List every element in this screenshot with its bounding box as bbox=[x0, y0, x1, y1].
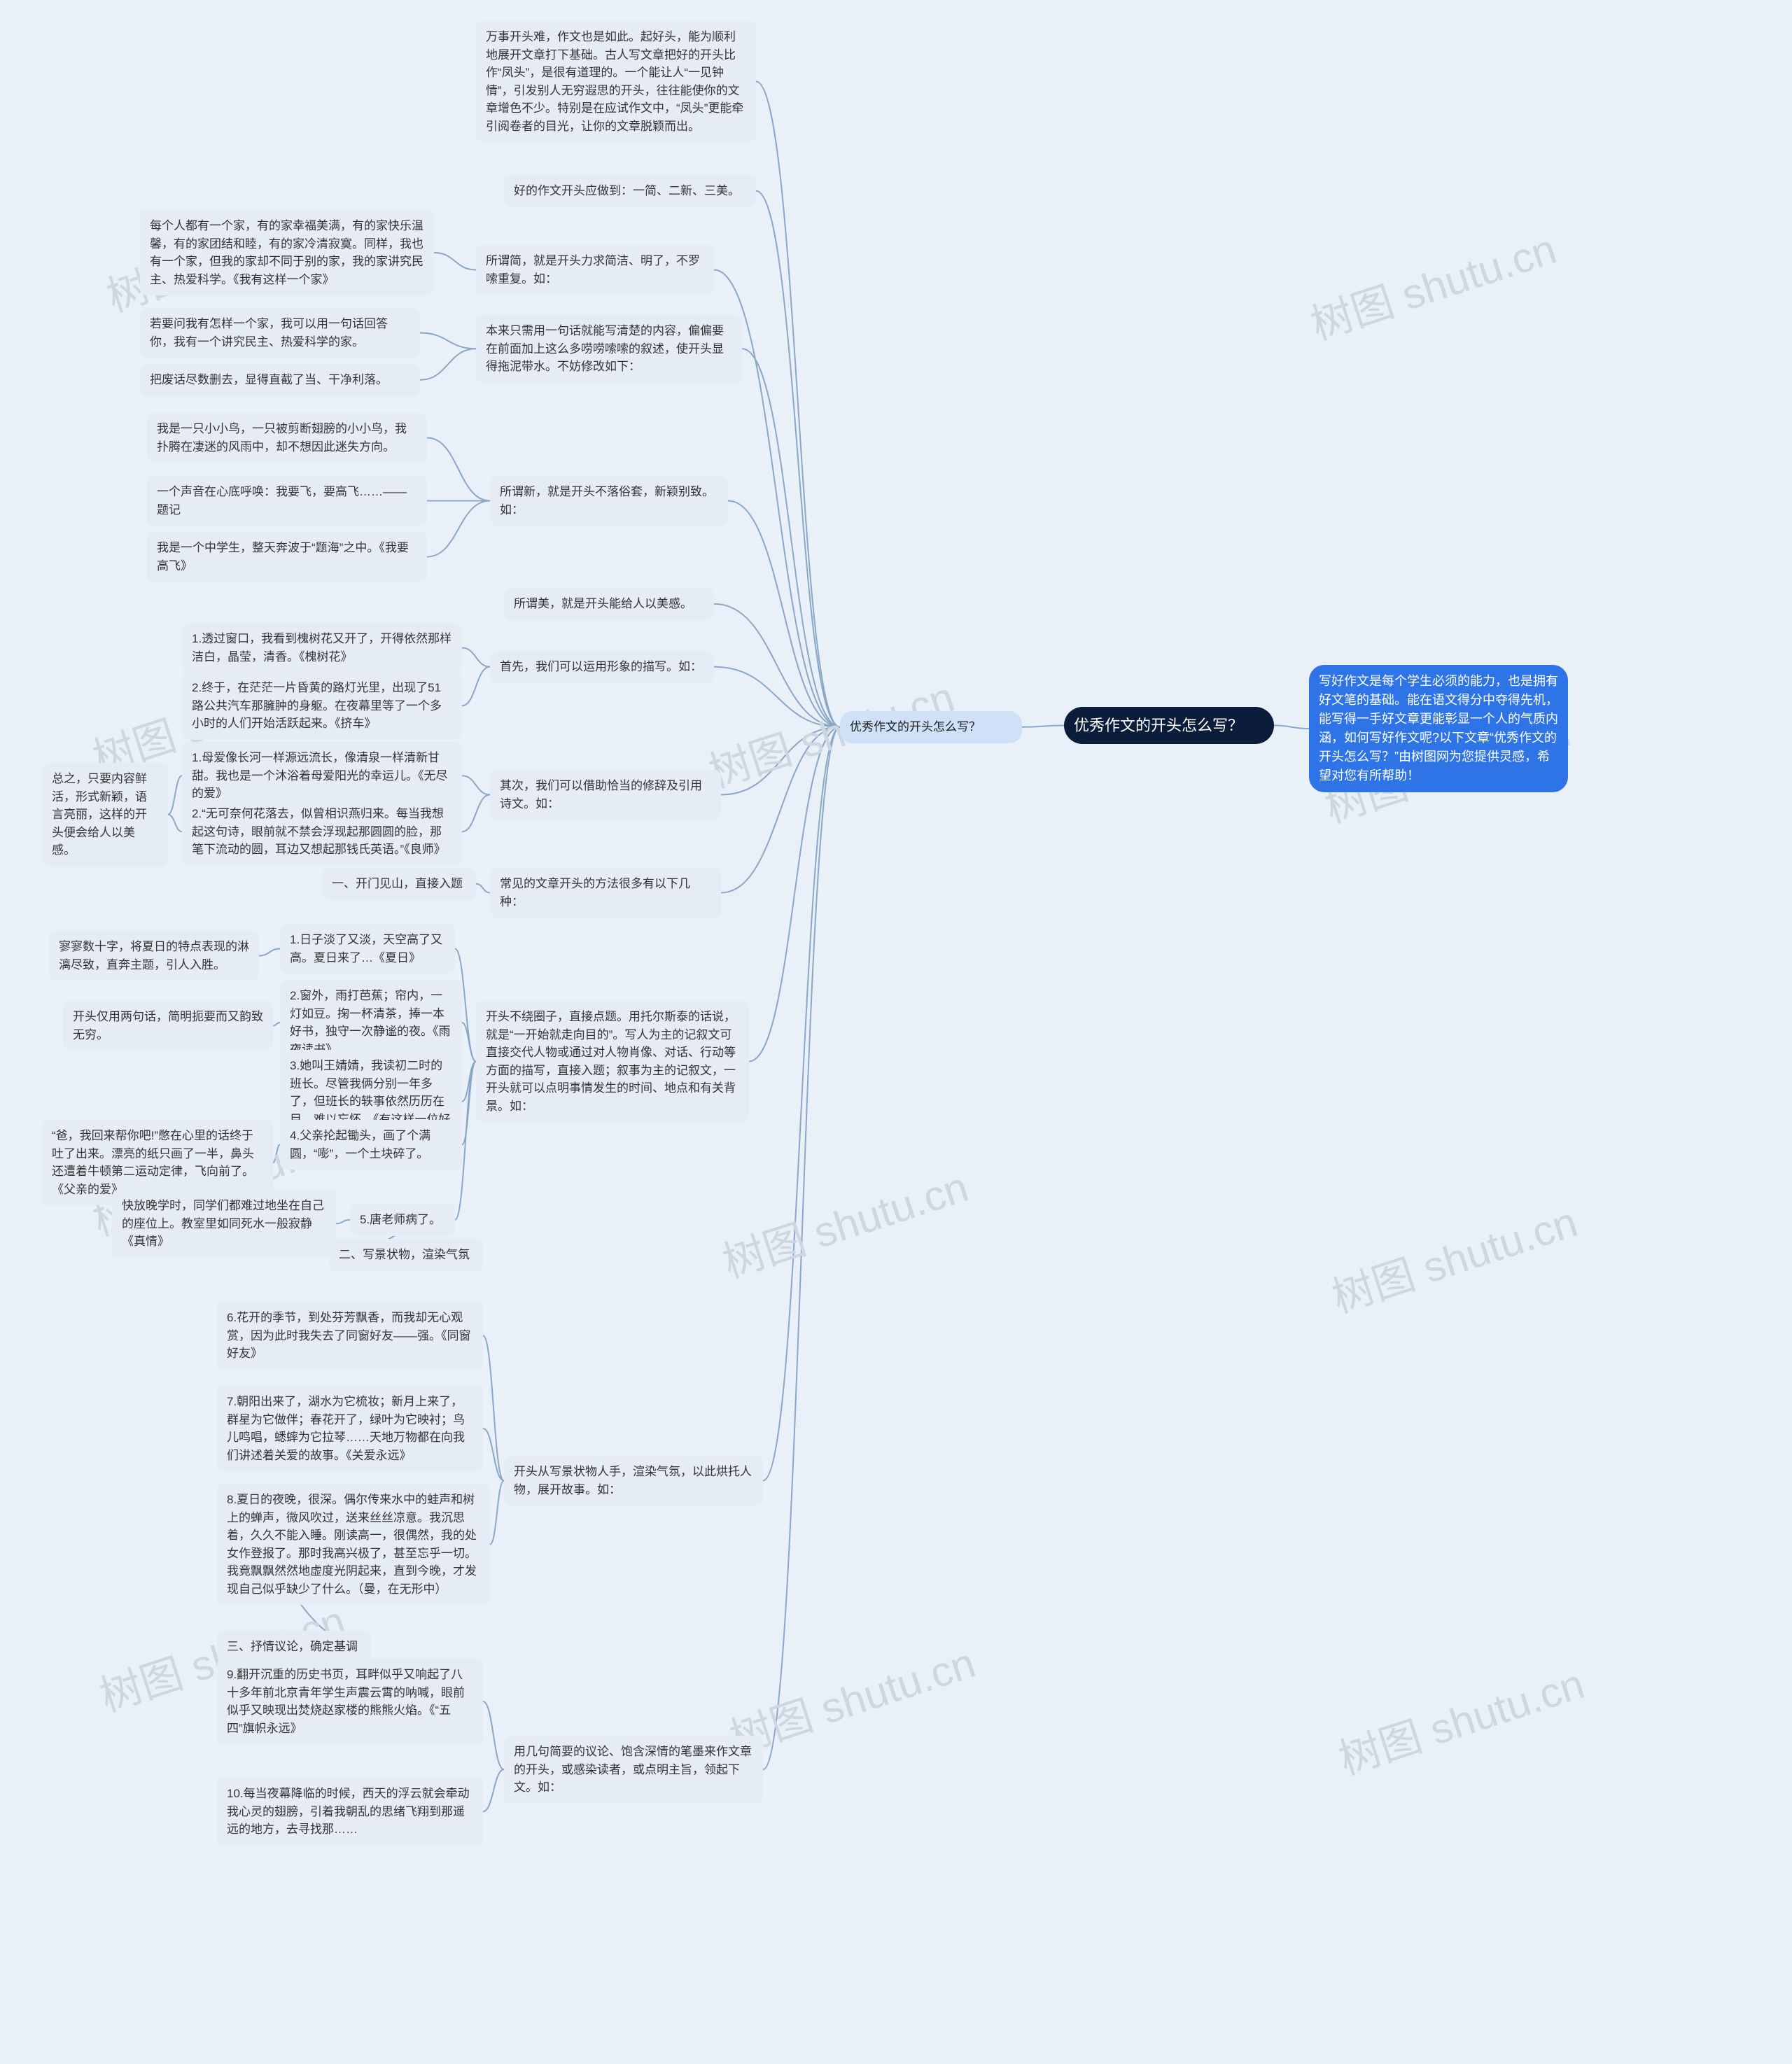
edge bbox=[763, 727, 840, 1481]
node-m3[interactable]: 三、抒情议论，确定基调 bbox=[217, 1631, 371, 1663]
edge bbox=[434, 253, 476, 270]
edge bbox=[749, 727, 840, 1062]
edge bbox=[427, 438, 490, 501]
node-m1e[interactable]: 4.父亲抡起锄头，画了个满圆，“嘭”，一个土块碎了。 bbox=[280, 1120, 462, 1170]
node-m1[interactable]: 一、开门见山，直接入题 bbox=[322, 868, 476, 900]
edge bbox=[714, 667, 840, 727]
edge bbox=[427, 501, 490, 557]
edge bbox=[168, 815, 182, 832]
node-p4[interactable]: 所谓新，就是开头不落俗套，新颖别致。如： bbox=[490, 476, 728, 526]
watermark: 树图 shutu.cn bbox=[1323, 1188, 1584, 1325]
edge bbox=[714, 604, 840, 727]
node-m2a[interactable]: 6.花开的季节，到处芬芳飘香，而我却无心观赏，因为此时我失去了同窗好友——强。《… bbox=[217, 1302, 483, 1370]
edge bbox=[742, 349, 840, 727]
node-p4a[interactable]: 我是一只小小鸟，一只被剪断翅膀的小小鸟，我扑腾在凄迷的风雨中，却不想因此迷失方向… bbox=[147, 413, 427, 463]
edge bbox=[420, 349, 476, 380]
edge bbox=[420, 333, 476, 349]
node-intro[interactable]: 写好作文是每个学生必须的能力，也是拥有好文笔的基础。能在语文得分中夺得先机，能写… bbox=[1309, 665, 1568, 792]
node-p3b[interactable]: 本来只需用一句话就能写清楚的内容，偏偏要在前面加上这么多唠唠嗦嗦的叙述，使开头显… bbox=[476, 315, 742, 383]
edge bbox=[259, 949, 280, 956]
edge bbox=[756, 191, 840, 727]
node-m2[interactable]: 二、写景状物，渲染气氛 bbox=[329, 1239, 483, 1271]
edge bbox=[462, 795, 490, 832]
watermark: 树图 shutu.cn bbox=[1302, 216, 1563, 352]
edge bbox=[476, 884, 490, 893]
edge bbox=[462, 1062, 476, 1102]
node-p3[interactable]: 所谓简，就是开头力求简洁、明了，不罗嗦重复。如： bbox=[476, 245, 714, 295]
node-title2[interactable]: 优秀作文的开头怎么写？ bbox=[840, 711, 1022, 743]
mindmap-stage: 树图 shutu.cn 树图 shutu.cn 树图 shutu.cn 树图 shut… bbox=[0, 0, 1792, 2064]
edge bbox=[483, 1428, 504, 1481]
node-p1[interactable]: 万事开头难，作文也是如此。起好头，能为顺利地展开文章打下基础。古人写文章把好的开… bbox=[476, 21, 756, 142]
node-p5b2[interactable]: 2.“无可奈何花落去，似曾相识燕归来。每当我想起这句诗，眼前就不禁会浮现起那圆圆… bbox=[182, 798, 462, 866]
node-m3b[interactable]: 10.每当夜幕降临的时候，西天的浮云就会牵动我心灵的翅膀，引着我朝乱的思绪飞翔到… bbox=[217, 1778, 483, 1846]
edge bbox=[483, 1769, 504, 1811]
node-p5b[interactable]: 其次，我们可以借助恰当的修辞及引用诗文。如： bbox=[490, 770, 721, 820]
edge bbox=[462, 1023, 476, 1062]
edge bbox=[168, 775, 182, 815]
edge bbox=[1022, 726, 1064, 727]
edge bbox=[490, 1481, 504, 1545]
node-m3d[interactable]: 用几句简要的议论、饱含深情的笔墨来作文章的开头，或感染读者，或点明主旨，领起下文… bbox=[504, 1736, 763, 1804]
node-p3b2[interactable]: 把废话尽数删去，显得直截了当、干净利落。 bbox=[140, 364, 420, 396]
node-m1q[interactable]: 开头仅用两句话，简明扼要而又韵致无穷。 bbox=[63, 1001, 273, 1051]
edge bbox=[483, 1335, 504, 1480]
node-m1f1[interactable]: 快放晚学时，同学们都难过地坐在自己的座位上。教室里如同死水一般寂静《真情》 bbox=[112, 1190, 336, 1258]
edge bbox=[763, 727, 840, 1770]
node-m2c[interactable]: 8.夏日的夜晚，很深。偶尔传来水中的蛙声和树上的蝉声，微风吹过，送来丝丝凉意。我… bbox=[217, 1484, 490, 1605]
edge bbox=[462, 648, 490, 667]
node-p5a1[interactable]: 1.透过窗口，我看到槐树花又开了，开得依然那样洁白，晶莹，清香。《槐树花》 bbox=[182, 623, 462, 673]
edge bbox=[462, 1062, 476, 1145]
node-m2d[interactable]: 开头从写景状物人手，渲染气氛，以此烘托人物，展开故事。如： bbox=[504, 1456, 763, 1505]
edge bbox=[721, 727, 840, 795]
edge bbox=[483, 1701, 504, 1769]
watermark: 树图 shutu.cn bbox=[714, 1153, 975, 1290]
node-m2b[interactable]: 7.朝阳出来了，湖水为它梳妆；新月上来了，群星为它做伴；春花开了，绿叶为它映衬；… bbox=[217, 1386, 483, 1471]
node-m3a[interactable]: 9.翻开沉重的历史书页，耳畔似乎又响起了八十多年前北京青年学生声震云霄的呐喊，眼… bbox=[217, 1659, 483, 1744]
node-p2[interactable]: 好的作文开头应做到：一简、二新、三美。 bbox=[504, 175, 756, 207]
edge bbox=[273, 1145, 280, 1163]
node-p5[interactable]: 所谓美，就是开头能给人以美感。 bbox=[504, 588, 714, 620]
edge bbox=[273, 1023, 280, 1026]
watermark: 树图 shutu.cn bbox=[1330, 1650, 1591, 1787]
node-p4c[interactable]: 我是一个中学生，整天奔波于“题海”之中。《我要高飞》 bbox=[147, 532, 427, 582]
node-m1p[interactable]: 寥寥数十字，将夏日的特点表现的淋漓尽致，直奔主题，引人入胜。 bbox=[49, 931, 259, 981]
node-m1a[interactable]: 1.日子淡了又淡，天空高了又高。夏日来了…《夏日》 bbox=[280, 924, 455, 974]
node-root[interactable]: 优秀作文的开头怎么写？ bbox=[1064, 707, 1274, 744]
node-m1d[interactable]: 开头不绕圈子，直接点题。用托尔斯泰的话说，就是“一开始就走向目的”。写人为主的记… bbox=[476, 1001, 749, 1122]
node-m[interactable]: 常见的文章开头的方法很多有以下几种： bbox=[490, 868, 721, 918]
edge bbox=[336, 1220, 350, 1224]
edge bbox=[462, 775, 490, 794]
edge bbox=[728, 501, 840, 727]
node-p4b[interactable]: 一个声音在心底呼唤：我要飞，要高飞……——题记 bbox=[147, 476, 427, 526]
node-p5a2[interactable]: 2.终于，在茫茫一片昏黄的路灯光里，出现了51路公共汽车那臃肿的身躯。在夜幕里等… bbox=[182, 672, 462, 740]
edge bbox=[756, 82, 840, 727]
node-m1f[interactable]: 5.唐老师病了。 bbox=[350, 1204, 455, 1236]
edge bbox=[1274, 726, 1309, 729]
node-p3a[interactable]: 每个人都有一个家，有的家幸福美满，有的家快乐温馨，有的家团结和睦，有的家冷清寂寞… bbox=[140, 210, 434, 295]
edge bbox=[721, 727, 840, 893]
node-p3b1[interactable]: 若要问我有怎样一个家，我可以用一句话回答你，我有一个讲究民主、热爱科学的家。 bbox=[140, 308, 420, 358]
node-p5a[interactable]: 首先，我们可以运用形象的描写。如： bbox=[490, 651, 714, 683]
node-p5s[interactable]: 总之，只要内容鲜活，形式新颖，语言亮丽，这样的开头便会给人以美感。 bbox=[42, 763, 168, 866]
edge bbox=[462, 667, 490, 706]
